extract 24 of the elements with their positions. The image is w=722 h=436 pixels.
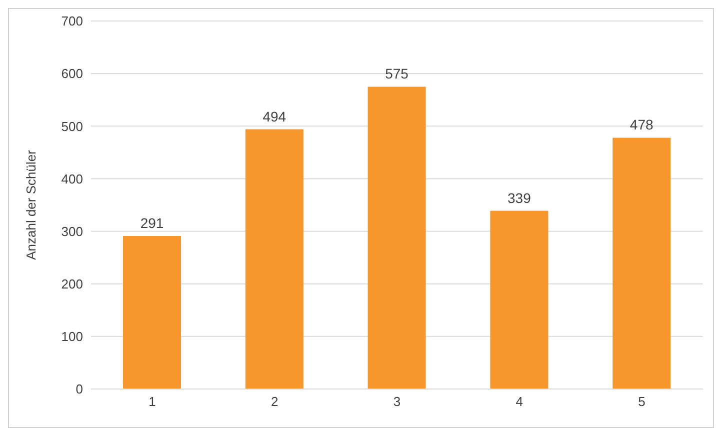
y-tick-label: 500: [61, 118, 83, 134]
bar: [490, 210, 548, 389]
x-tick-label: 1: [148, 394, 156, 410]
x-tick-label: 2: [270, 394, 278, 410]
y-tick-label: 0: [76, 382, 83, 397]
data-label: 575: [385, 66, 409, 82]
data-label: 339: [508, 190, 532, 206]
data-label: 478: [630, 116, 654, 133]
y-tick-label: 600: [61, 66, 83, 82]
bar: [123, 236, 181, 389]
bar: [245, 129, 304, 389]
y-tick-label: 100: [61, 329, 83, 344]
x-tick-label: 4: [516, 394, 524, 410]
x-tick-label: 3: [393, 394, 401, 410]
bar: [612, 138, 671, 389]
y-tick-label: 700: [61, 14, 83, 29]
y-axis-title: Anzahl der Schüler: [24, 149, 39, 260]
x-tick-label: 5: [638, 394, 646, 410]
data-label: 494: [262, 108, 286, 124]
y-tick-label: 200: [61, 276, 83, 292]
bar: [368, 86, 426, 389]
data-label: 291: [140, 215, 164, 232]
y-tick-label: 300: [61, 224, 83, 239]
y-tick-label: 400: [61, 171, 83, 186]
